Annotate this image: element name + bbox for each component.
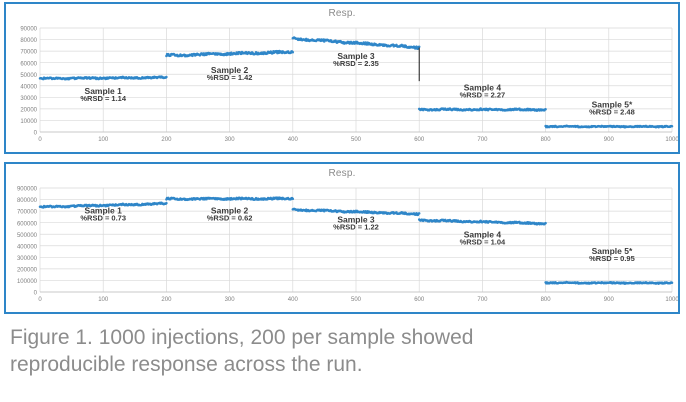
x-axis-tick-labels: 0 100 200 300 400 500 600 700 800 900 1000 bbox=[38, 137, 678, 143]
svg-text:90000: 90000 bbox=[20, 27, 37, 33]
series-points-3 bbox=[291, 36, 421, 50]
svg-text:400: 400 bbox=[288, 297, 299, 303]
series-label-group-5: Sample 5*%RSD = 2.48 bbox=[589, 100, 635, 117]
series-rsd-label: %RSD = 2.27 bbox=[460, 90, 506, 99]
series-name-label: Sample 1 bbox=[85, 86, 123, 96]
plot-area-top: 90000 80000 70000 60000 50000 40000 30000 20000… bbox=[6, 4, 678, 152]
plot-area-bottom: 900000 800000 700000 600000 500000 400000 3000… bbox=[6, 164, 678, 312]
svg-text:700000: 700000 bbox=[17, 210, 38, 216]
svg-text:70000: 70000 bbox=[20, 50, 37, 56]
svg-text:800: 800 bbox=[541, 297, 552, 303]
svg-text:30000: 30000 bbox=[20, 96, 37, 102]
series-rsd-label: %RSD = 1.14 bbox=[80, 94, 126, 103]
svg-text:200000: 200000 bbox=[17, 267, 38, 273]
series-label-group-5: Sample 5*%RSD = 0.95 bbox=[589, 246, 635, 263]
series-name-label: Sample 3 bbox=[337, 215, 375, 225]
series-name-label: Sample 2 bbox=[211, 205, 249, 215]
svg-text:200: 200 bbox=[161, 297, 172, 303]
svg-text:100: 100 bbox=[98, 137, 109, 143]
svg-text:300000: 300000 bbox=[17, 256, 38, 262]
series-points-3 bbox=[291, 207, 421, 217]
svg-text:800: 800 bbox=[541, 137, 552, 143]
series-rsd-label: %RSD = 0.73 bbox=[80, 213, 126, 222]
svg-text:100000: 100000 bbox=[17, 279, 38, 285]
chart-panel-top: Resp. 90000 80000 70000 60000 50000 40000 3000… bbox=[4, 2, 680, 154]
series-label-group-4: Sample 4%RSD = 1.04 bbox=[460, 230, 506, 247]
series-name-label: Sample 3 bbox=[337, 51, 375, 61]
svg-text:0: 0 bbox=[34, 131, 38, 137]
series-rsd-label: %RSD = 0.95 bbox=[589, 254, 635, 263]
series-label-group-2: Sample 2%RSD = 1.42 bbox=[207, 65, 253, 82]
series-label-group-1: Sample 1%RSD = 0.73 bbox=[80, 205, 126, 222]
svg-text:900: 900 bbox=[604, 297, 615, 303]
series-name-label: Sample 4 bbox=[464, 82, 502, 92]
svg-text:500000: 500000 bbox=[17, 233, 38, 239]
svg-text:0: 0 bbox=[38, 297, 42, 303]
y-axis-tick-labels: 90000 80000 70000 60000 50000 40000 30000 20000… bbox=[20, 27, 37, 137]
svg-text:700: 700 bbox=[477, 297, 488, 303]
series-rsd-label: %RSD = 1.22 bbox=[333, 223, 379, 232]
svg-text:500: 500 bbox=[351, 137, 362, 143]
svg-text:900000: 900000 bbox=[17, 187, 38, 193]
chart-panel-bottom: Resp. 900000 800000 700000 600000 500000 4000… bbox=[4, 162, 680, 314]
svg-text:800000: 800000 bbox=[17, 198, 38, 204]
svg-text:1000: 1000 bbox=[665, 297, 678, 303]
svg-text:600: 600 bbox=[414, 297, 425, 303]
svg-text:300: 300 bbox=[225, 297, 236, 303]
svg-text:600000: 600000 bbox=[17, 221, 38, 227]
series-rsd-label: %RSD = 2.35 bbox=[333, 59, 379, 68]
grid-lines bbox=[39, 27, 673, 133]
svg-text:400: 400 bbox=[288, 137, 299, 143]
caption-line-1: Figure 1. 1000 injections, 200 per sampl… bbox=[10, 326, 474, 349]
svg-text:40000: 40000 bbox=[20, 84, 37, 90]
chart-svg-top: 9000080000700006000050000400003000020000… bbox=[20, 27, 678, 143]
series-label-group-1: Sample 1%RSD = 1.14 bbox=[80, 86, 126, 103]
series-rsd-label: %RSD = 0.62 bbox=[207, 213, 253, 222]
svg-text:60000: 60000 bbox=[20, 61, 37, 67]
svg-text:300: 300 bbox=[225, 137, 236, 143]
series-points-4 bbox=[417, 218, 547, 226]
svg-text:100: 100 bbox=[98, 297, 109, 303]
svg-text:10000: 10000 bbox=[20, 119, 37, 125]
series-name-label: Sample 2 bbox=[211, 65, 249, 75]
svg-text:80000: 80000 bbox=[20, 38, 37, 44]
figure-caption: Figure 1. 1000 injections, 200 per sampl… bbox=[10, 324, 676, 378]
series-name-label: Sample 5* bbox=[592, 246, 633, 256]
series-name-label: Sample 5* bbox=[592, 100, 633, 110]
y-axis-tick-labels: 900000 800000 700000 600000 500000 400000 3000… bbox=[17, 187, 38, 297]
svg-text:200: 200 bbox=[161, 137, 172, 143]
series-points-2 bbox=[165, 49, 295, 58]
svg-text:50000: 50000 bbox=[20, 73, 37, 79]
series-points-5 bbox=[544, 280, 674, 285]
svg-text:900: 900 bbox=[604, 137, 615, 143]
caption-line-2: reproducible response across the run. bbox=[10, 353, 363, 376]
series-label-group-2: Sample 2%RSD = 0.62 bbox=[207, 205, 253, 222]
svg-text:0: 0 bbox=[38, 137, 42, 143]
series-rsd-label: %RSD = 2.48 bbox=[589, 108, 635, 117]
series-name-label: Sample 4 bbox=[464, 230, 502, 240]
series-name-label: Sample 1 bbox=[85, 205, 123, 215]
svg-text:600: 600 bbox=[414, 137, 425, 143]
series-points-5 bbox=[544, 124, 674, 129]
series-points-1 bbox=[38, 75, 168, 81]
series-rsd-label: %RSD = 1.42 bbox=[207, 73, 253, 82]
svg-text:700: 700 bbox=[477, 137, 488, 143]
svg-text:500: 500 bbox=[351, 297, 362, 303]
svg-text:1000: 1000 bbox=[665, 137, 678, 143]
chart-title-bottom: Resp. bbox=[328, 168, 356, 179]
series-label-group-4: Sample 4%RSD = 2.27 bbox=[460, 82, 506, 99]
series-rsd-label: %RSD = 1.04 bbox=[460, 238, 506, 247]
series-label-group-3: Sample 3%RSD = 2.35 bbox=[333, 51, 379, 68]
series-label-group-3: Sample 3%RSD = 1.22 bbox=[333, 215, 379, 232]
series-points-1 bbox=[38, 201, 168, 209]
svg-text:400000: 400000 bbox=[17, 244, 38, 250]
series-points-2 bbox=[165, 196, 295, 202]
svg-text:0: 0 bbox=[34, 291, 38, 297]
series-points-4 bbox=[417, 107, 547, 112]
svg-text:20000: 20000 bbox=[20, 107, 37, 113]
chart-title-top: Resp. bbox=[328, 8, 356, 19]
x-axis-tick-labels: 0 100 200 300 400 500 600 700 800 900 1000 bbox=[38, 297, 678, 303]
chart-svg-bottom: 9000008000007000006000005000004000003000… bbox=[17, 187, 678, 303]
